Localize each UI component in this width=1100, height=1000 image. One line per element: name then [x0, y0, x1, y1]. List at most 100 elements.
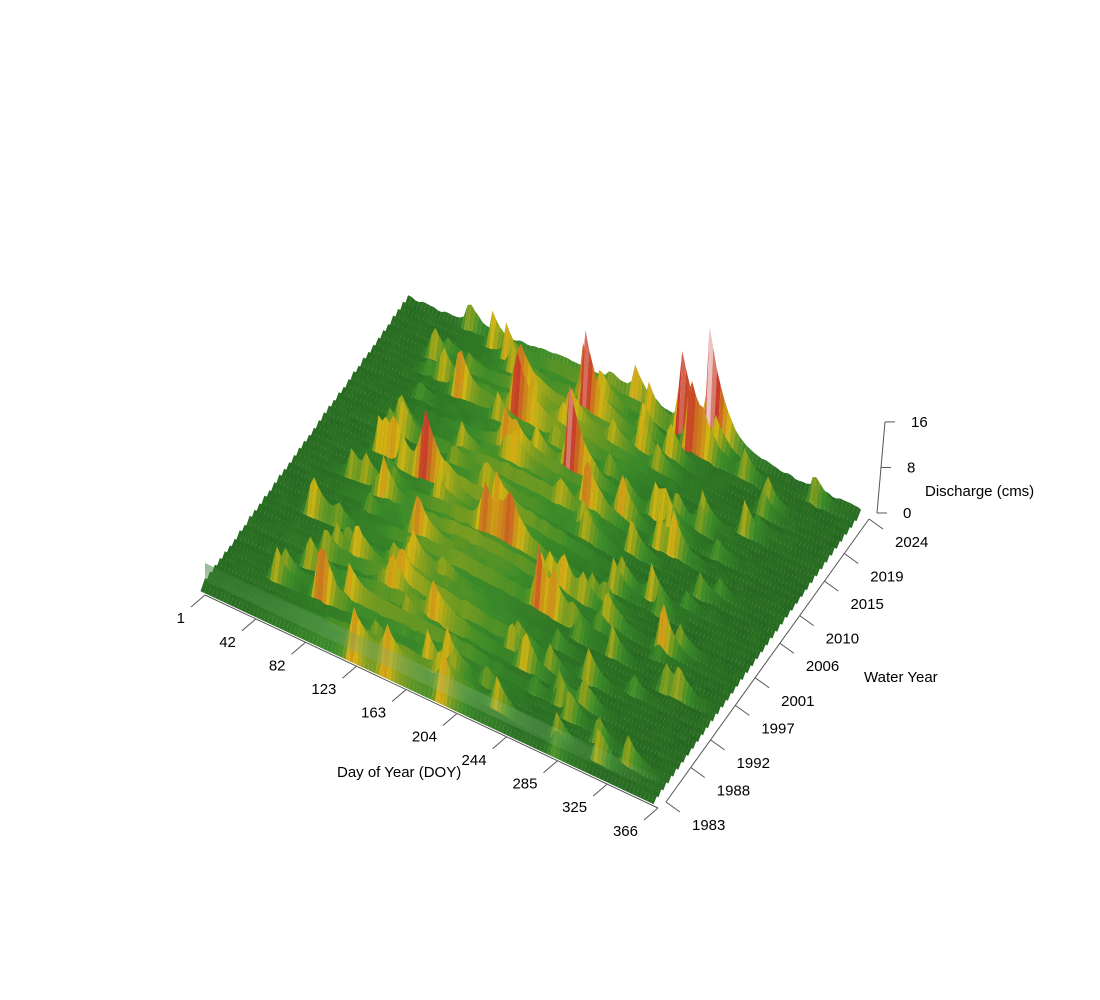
surface-segment [545, 567, 554, 626]
surface-segment [305, 477, 314, 523]
surface-segment [453, 350, 462, 408]
surface-segment [580, 647, 589, 689]
surface-segment [568, 403, 577, 490]
surface-segment [646, 481, 656, 526]
surface-segment [587, 720, 596, 748]
surface-segment [650, 573, 659, 611]
surface-segment [622, 520, 631, 561]
surface-segment [302, 536, 311, 577]
surface-segment [276, 555, 285, 592]
surface-segment [643, 562, 652, 608]
surface-segment [559, 691, 568, 725]
surface-segment [730, 681, 738, 694]
surface-segment [670, 763, 678, 777]
surface-segment [804, 477, 813, 508]
surface-segment [819, 489, 828, 515]
surface-segment [739, 447, 749, 487]
surface-segment [603, 623, 612, 663]
surface-segment [654, 488, 663, 530]
surface-segment [743, 455, 752, 489]
surface-segment [794, 592, 802, 604]
surface-segment [844, 521, 852, 535]
surface-segment [556, 675, 565, 715]
surface-segment [762, 495, 771, 525]
surface-segment [379, 454, 388, 511]
surface-segment [298, 544, 307, 575]
surface-segment [691, 571, 700, 603]
surface-segment [700, 512, 709, 542]
surface-segment [715, 701, 723, 715]
surface-segment [428, 435, 437, 498]
surface-segment [700, 720, 708, 736]
surface-segment [815, 483, 824, 513]
surface-segment [824, 548, 832, 563]
surface-segment [760, 639, 767, 653]
surface-segment [695, 571, 704, 605]
surface-segment [774, 618, 782, 632]
surface-segment [712, 538, 721, 567]
surface-segment [583, 647, 593, 691]
surface-segment [723, 551, 733, 572]
surface-segment [377, 416, 386, 464]
surface-segment [659, 603, 668, 662]
surface-segment [514, 638, 523, 676]
surface-segment [691, 694, 700, 714]
surface-segment [720, 694, 728, 708]
surface-segment [309, 477, 318, 525]
surface-segment [699, 698, 708, 717]
surface-segment [581, 330, 590, 431]
surface-segment [435, 346, 445, 390]
surface-segment [488, 310, 497, 359]
surface-segment [680, 748, 688, 763]
surface-segment [570, 699, 579, 730]
surface-segment [680, 540, 689, 570]
surface-segment [417, 408, 426, 492]
surface-segment [346, 448, 355, 487]
surface-segment [736, 447, 745, 485]
surface-segment [320, 551, 330, 613]
surface-segment [375, 454, 384, 509]
surface-segment [662, 662, 671, 700]
surface-segment [684, 683, 693, 710]
surface-segment [625, 520, 635, 563]
surface-segment [657, 592, 666, 623]
surface-segment [699, 579, 708, 606]
surface-segment [566, 693, 575, 729]
surface-segment [814, 562, 822, 577]
surface-segment [512, 351, 521, 436]
surface-segment [413, 429, 422, 491]
surface-segment [313, 547, 322, 610]
surface-segment [361, 452, 370, 494]
surface-segment [317, 547, 326, 611]
surface-segment [350, 453, 359, 489]
surface-segment [750, 653, 757, 667]
surface-segment [573, 618, 583, 649]
surface-segment [705, 714, 713, 729]
surface-segment [562, 691, 572, 727]
surface-segment [652, 614, 661, 658]
surface-segment [829, 543, 837, 556]
surface-segment [669, 666, 678, 703]
surface-segment [530, 544, 539, 619]
surface-segment [484, 310, 493, 358]
surface-segment [706, 429, 715, 471]
surface-segment [745, 660, 753, 674]
surface-segment [691, 395, 700, 464]
surface-segment [560, 598, 569, 633]
surface-segment [567, 601, 576, 637]
surface-segment [302, 484, 311, 521]
surface-segment [629, 674, 638, 703]
surface-segment [572, 418, 581, 491]
surface-segment [374, 415, 383, 463]
surface-segment [272, 545, 281, 590]
surface-segment [680, 678, 689, 708]
surface-segment [811, 477, 821, 512]
surface-segment [537, 563, 547, 623]
surface-segment [743, 508, 752, 544]
surface-segment [769, 624, 777, 639]
surface-segment [460, 362, 469, 411]
surface-segment [541, 574, 550, 625]
surface-segment [309, 553, 318, 608]
surface-segment [506, 491, 515, 562]
